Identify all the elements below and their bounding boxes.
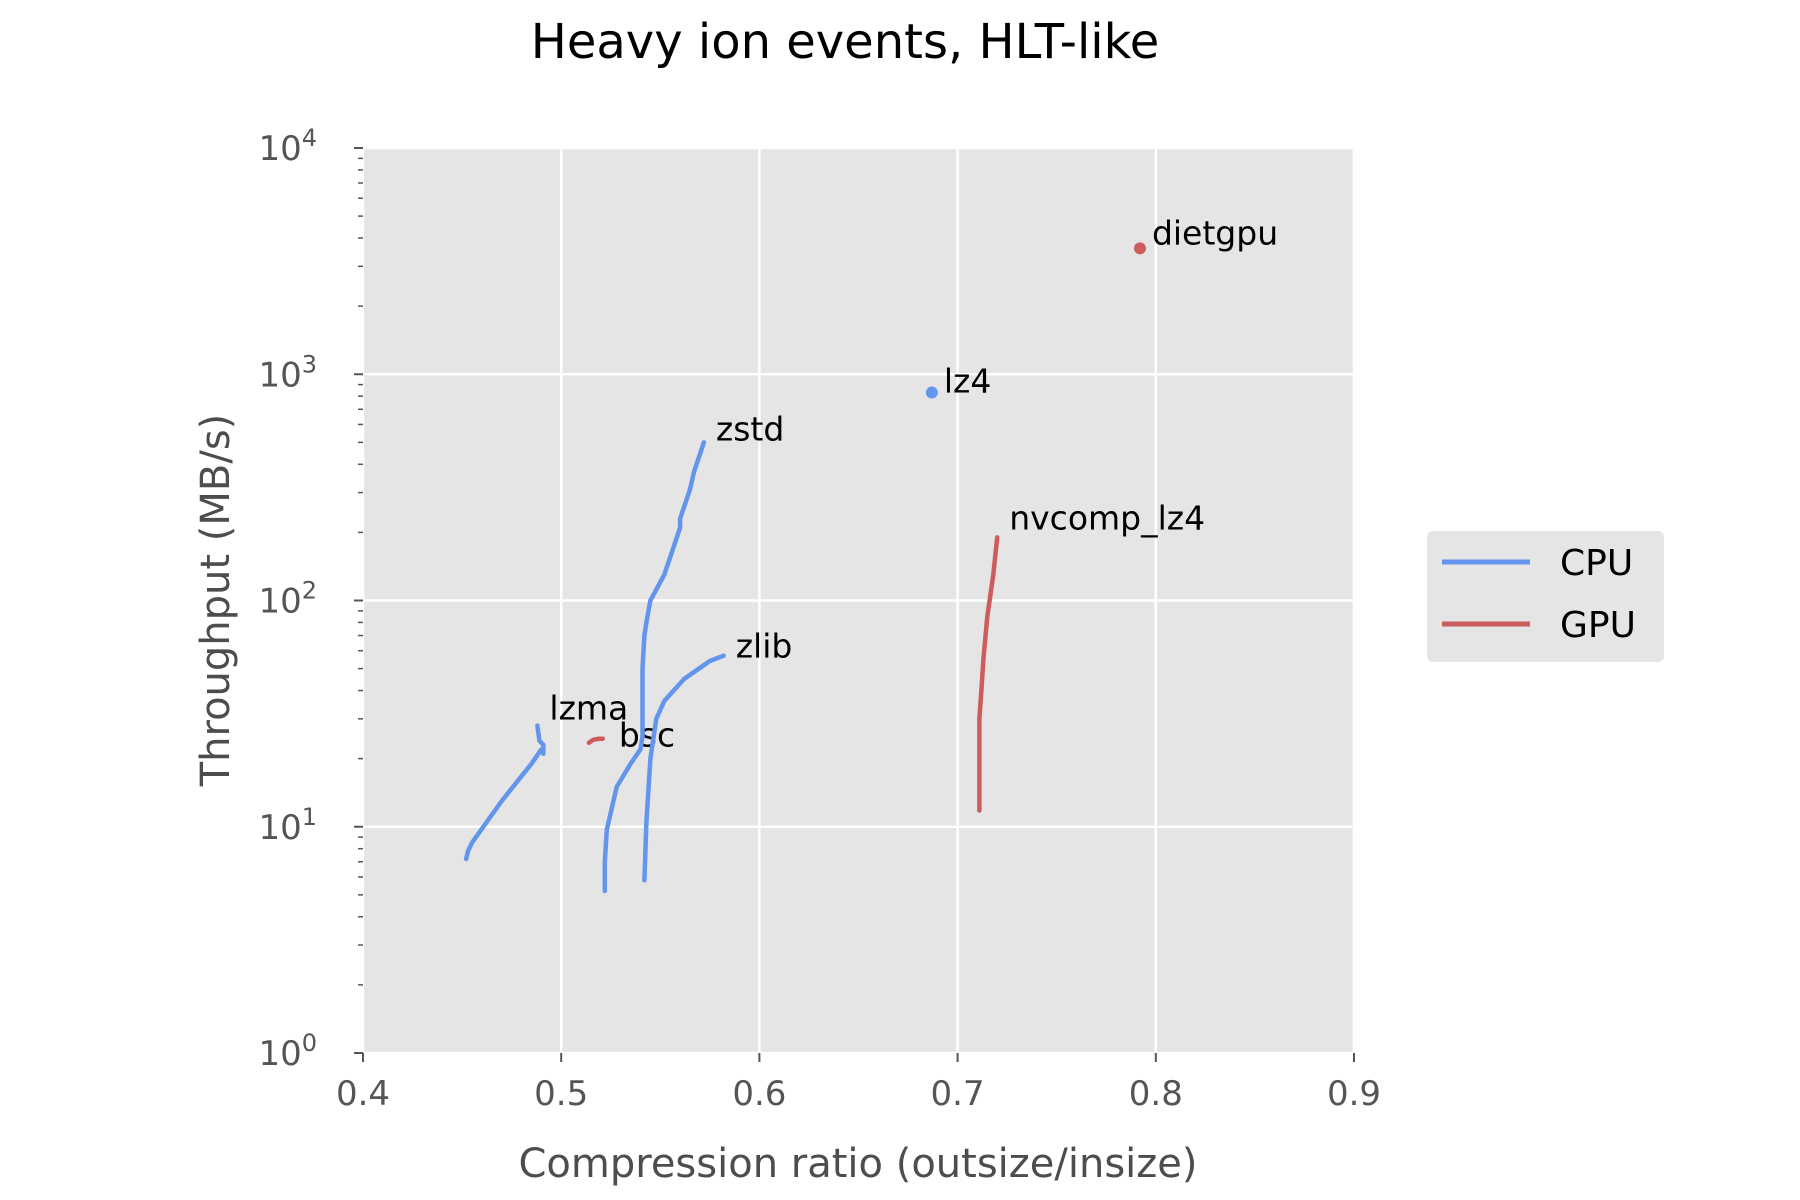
grid	[361, 146, 1356, 1055]
legend-label-cpu: CPU	[1560, 543, 1633, 584]
series-point-dietgpu	[1133, 242, 1146, 255]
series-line-zstd	[602, 440, 707, 894]
x-tick-label: 0.8	[1129, 1074, 1183, 1114]
series-line-lzma	[463, 723, 546, 862]
x-tick-label: 0.4	[336, 1074, 390, 1114]
annotation-dietgpu: dietgpu	[1152, 213, 1278, 252]
y-tick-label: 101	[258, 803, 317, 848]
series-line-bsc	[586, 736, 606, 746]
x-tick-label: 0.9	[1327, 1074, 1381, 1114]
y-tick-label: 100	[258, 1029, 317, 1074]
chart-title: Heavy ion events, HLT-like	[531, 14, 1159, 70]
annotation-lzma: lzma	[549, 689, 628, 728]
annotation-zlib: zlib	[736, 627, 793, 666]
axis-ticks: 0.4 0.5 0.6 0.7 0.8 0.9 100 101 102 103 104	[258, 124, 1381, 1114]
series-line-zlib	[642, 653, 726, 883]
annotation-zstd: zstd	[716, 409, 784, 448]
y-tick-label: 102	[258, 577, 317, 622]
annotation-nvcomp-lz4: nvcomp_lz4	[1009, 498, 1205, 537]
y-axis-label: Throughput (MB/s)	[193, 414, 239, 788]
x-axis-label: Compression ratio (outsize/insize)	[519, 1141, 1198, 1187]
annotation-lz4: lz4	[944, 362, 992, 401]
x-tick-label: 0.6	[732, 1074, 786, 1114]
series-point-lz4	[925, 386, 938, 399]
y-tick-label: 104	[258, 124, 317, 169]
x-tick-label: 0.7	[931, 1074, 985, 1114]
legend: CPU GPU	[1427, 531, 1664, 662]
x-tick-label: 0.5	[534, 1074, 588, 1114]
annotation-bsc: bsc	[619, 716, 675, 755]
series-line-nvcomp-lz4	[977, 535, 1000, 813]
legend-label-gpu: GPU	[1560, 605, 1636, 646]
y-tick-label: 103	[258, 350, 317, 395]
